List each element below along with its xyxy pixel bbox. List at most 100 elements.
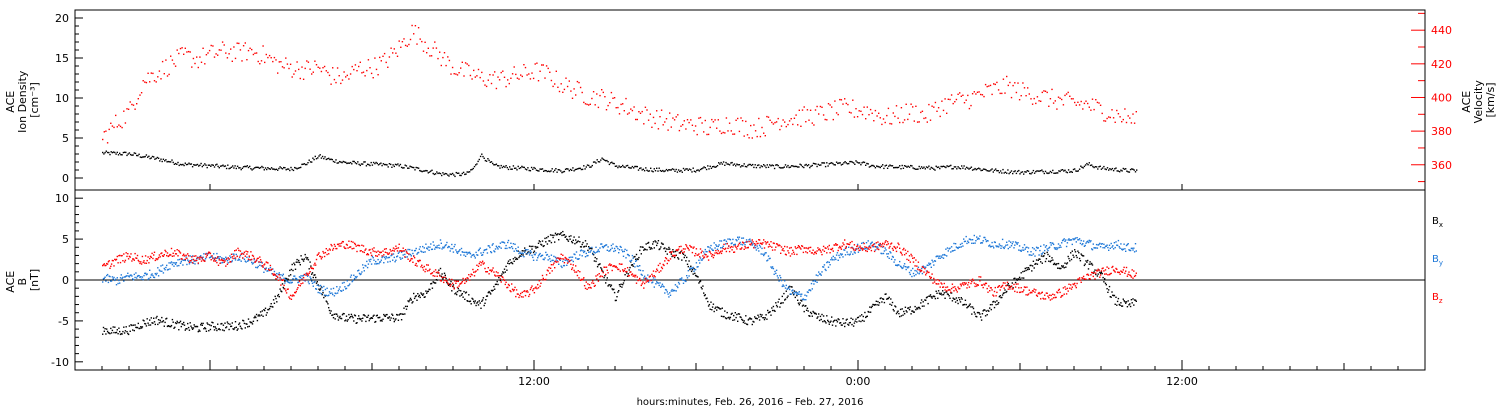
by-point (278, 272, 280, 274)
bz-point (485, 271, 487, 273)
velocity-point (750, 124, 752, 127)
bz-point (667, 259, 669, 261)
by-point (464, 251, 466, 254)
by-point (501, 241, 503, 243)
bz-point (656, 268, 658, 270)
bz-point (737, 245, 739, 248)
by-point (437, 247, 439, 249)
bz-point (612, 265, 614, 268)
by-point (200, 256, 203, 259)
by-point (446, 241, 448, 244)
ion-density-point (149, 157, 151, 160)
bx-point (379, 316, 381, 319)
by-point (571, 256, 574, 258)
by-point (252, 262, 255, 264)
bz-point (783, 250, 785, 252)
bx-point (621, 286, 623, 288)
bx-point (1045, 258, 1048, 260)
by-point (919, 271, 921, 273)
bx-point (1121, 305, 1123, 307)
bx-point (495, 283, 498, 285)
bx-point (456, 293, 458, 296)
bz-point (601, 275, 604, 278)
ion-density-point (641, 169, 643, 171)
by-point (238, 258, 240, 260)
bz-point (771, 249, 774, 251)
velocity-point (602, 91, 604, 94)
bx-point (693, 267, 695, 270)
bz-point (126, 255, 128, 258)
by-point (1022, 246, 1024, 249)
bx-point (350, 313, 353, 316)
ion-density-point (386, 164, 388, 166)
bx-point (912, 310, 914, 312)
bx-point (537, 246, 539, 249)
ion-density-point (532, 168, 534, 170)
by-point (523, 256, 525, 258)
ion-density-point (300, 166, 302, 169)
ion-density-point (771, 164, 773, 166)
bz-point (272, 274, 275, 276)
velocity-point (981, 94, 984, 96)
ion-density-point (266, 168, 268, 171)
velocity-point (289, 63, 292, 65)
velocity-point (1049, 98, 1052, 100)
velocity-point (746, 134, 749, 136)
ion-density-point (455, 171, 457, 174)
ion-density-point (1108, 169, 1110, 171)
bx-point (989, 304, 992, 306)
by-point (336, 286, 338, 288)
by-point (786, 288, 788, 290)
velocity-point (119, 125, 122, 128)
bx-point (127, 332, 129, 335)
bx-point (1088, 263, 1090, 265)
bz-point (279, 277, 281, 279)
velocity-point (696, 133, 698, 136)
velocity-point (341, 79, 344, 81)
bz-point (664, 260, 666, 262)
by-point (775, 272, 777, 275)
bz-point (315, 264, 317, 266)
ion-density-point (635, 165, 637, 168)
ion-density-point (379, 163, 381, 165)
by-point (1037, 247, 1039, 249)
bz-point (466, 277, 468, 279)
bz-point (792, 249, 794, 252)
ion-density-point (530, 166, 533, 169)
bz-point (615, 265, 617, 268)
ion-density-point (544, 169, 546, 172)
bx-point (983, 309, 985, 311)
bx-point (767, 309, 769, 312)
bx-point (496, 280, 498, 283)
bx-point (544, 237, 546, 240)
by-point (441, 248, 443, 250)
bx-point (272, 299, 275, 301)
by-point (907, 267, 909, 269)
bz-point (541, 279, 543, 281)
bz-point (372, 250, 374, 252)
bx-point (147, 322, 149, 324)
bx-point (914, 305, 916, 308)
bz-point (659, 262, 661, 265)
by-point (611, 247, 613, 249)
ion-density-point (110, 151, 112, 153)
by-point (234, 259, 237, 261)
velocity-point (928, 103, 930, 106)
bz-point (480, 264, 482, 266)
bx-point (788, 286, 790, 289)
by-point (345, 288, 347, 290)
bx-point (828, 323, 830, 325)
ion-density-point (224, 165, 227, 167)
bz-point (266, 261, 268, 264)
bx-point (1087, 268, 1090, 270)
velocity-point (126, 108, 128, 110)
bz-point (585, 281, 587, 283)
by-point (784, 280, 786, 282)
by-point (822, 266, 825, 268)
bx-point (1048, 260, 1050, 262)
ion-density-point (1008, 172, 1010, 175)
ion-density-point (820, 164, 822, 166)
bx-point (306, 258, 308, 260)
velocity-point (759, 135, 762, 138)
ion-density-point (766, 164, 768, 166)
